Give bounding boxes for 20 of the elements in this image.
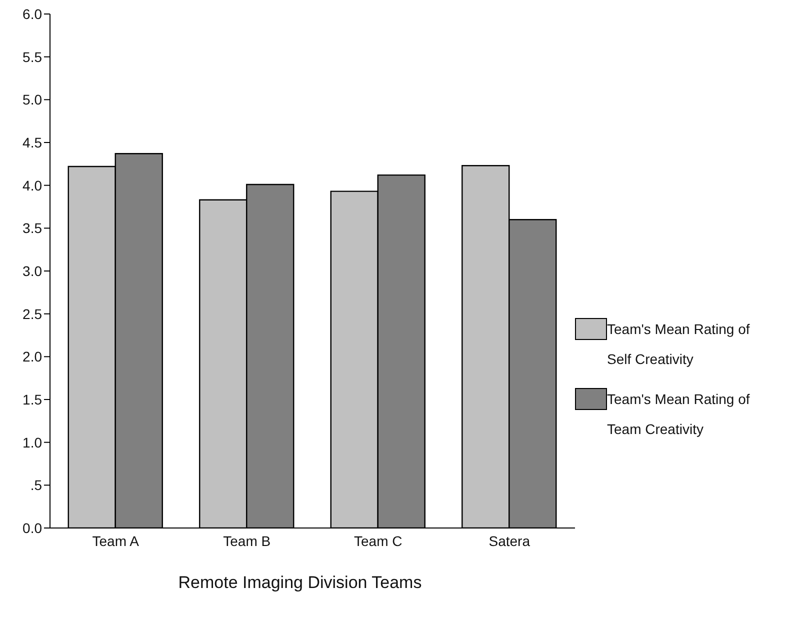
- y-tick-label: 4.0: [22, 177, 42, 194]
- y-tick-label: 1.5: [22, 391, 42, 408]
- x-tick-label: Satera: [488, 532, 530, 549]
- legend-label: Team's Mean Rating of Self Creativity: [607, 320, 751, 369]
- y-tick-label: 3.5: [22, 220, 42, 236]
- y-tick-label: 4.5: [22, 134, 42, 150]
- y-tick-label: 0.0: [22, 520, 42, 536]
- y-tick-label: 1.0: [22, 434, 42, 450]
- x-axis-title: Remote Imaging Division Teams: [177, 573, 423, 593]
- y-tick-label: 6.0: [22, 6, 42, 22]
- x-tick-label: Team B: [223, 532, 271, 549]
- x-tick-label: Team C: [354, 532, 402, 549]
- y-tick-label: 5.0: [22, 92, 42, 108]
- y-tick-label: 5.5: [22, 48, 42, 65]
- legend-label: Team's Mean Rating of Team Creativity: [607, 390, 751, 439]
- y-tick-label: 2.5: [22, 306, 42, 322]
- y-tick-label: .5: [30, 477, 42, 494]
- y-tick-label: 3.0: [22, 262, 42, 279]
- x-tick-label: Team A: [92, 532, 140, 549]
- y-tick-label: 2.0: [22, 348, 42, 365]
